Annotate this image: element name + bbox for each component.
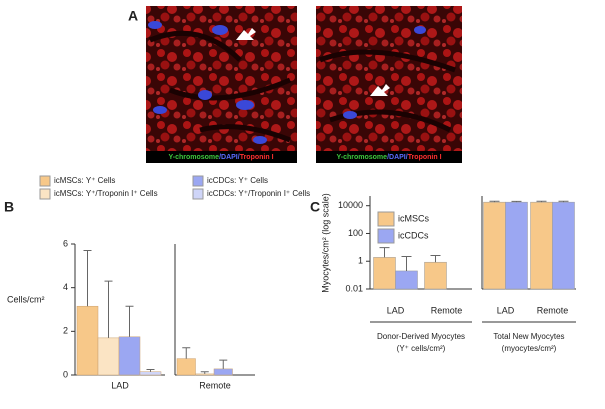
legend-label: icMSCs: Y⁺/Troponin I⁺ Cells: [54, 189, 158, 198]
legend-swatch: [39, 188, 51, 200]
error-bar: [489, 200, 500, 203]
y-axis-label: Cells/cm²: [7, 294, 45, 304]
arrow: [236, 28, 256, 40]
x-tick-label: LAD: [387, 305, 405, 315]
bar: [424, 261, 447, 290]
bar: [176, 358, 196, 376]
bar: [213, 368, 233, 376]
image: [316, 6, 462, 163]
error-bar: [182, 347, 191, 359]
bar: [530, 201, 553, 290]
nucleus: [212, 25, 228, 35]
nucleus: [343, 111, 357, 119]
caption: Y-chromosome/DAPI/Troponin I: [168, 154, 273, 161]
y-tick-label: 4: [63, 282, 68, 292]
micrograph: [316, 6, 462, 163]
y-tick-label: 100: [348, 228, 363, 238]
error-bar: [430, 254, 441, 263]
error-bar: [146, 369, 155, 372]
legend-label: icMSCs: Y⁺ Cells: [54, 176, 115, 185]
error-bar: [511, 200, 522, 203]
error-bar: [379, 247, 390, 258]
arrow: [370, 84, 390, 96]
x-tick-label: LAD: [111, 380, 129, 390]
legend-swatch: [192, 175, 204, 187]
bar: [373, 257, 396, 290]
bar: [395, 270, 418, 290]
y-tick-label: 2: [63, 326, 68, 336]
error-bar: [200, 371, 209, 374]
y-tick-label: 0: [63, 369, 68, 379]
caption-bar: [146, 151, 297, 163]
caption-part: Troponin I: [408, 154, 442, 161]
x-tick-label: Remote: [199, 380, 231, 390]
caption: Y-chromosome/DAPI/Troponin I: [336, 154, 441, 161]
x-tick-label: Remote: [431, 305, 463, 315]
nucleus: [236, 100, 254, 110]
bar: [195, 373, 215, 376]
y-tick-label: 0.01: [345, 283, 363, 293]
panel-label: B: [4, 199, 14, 215]
nucleus: [253, 136, 267, 144]
legend-swatch: [377, 228, 395, 244]
legend-swatch: [377, 211, 395, 227]
error-bar: [401, 255, 412, 271]
x-tick-label: Remote: [537, 305, 569, 315]
caption-bar: [316, 151, 462, 163]
legend-label: icCDCs: Y⁺/Troponin I⁺ Cells: [207, 189, 310, 198]
caption-part: /DAPI/: [387, 154, 408, 161]
bar: [139, 371, 162, 376]
nucleus: [153, 106, 167, 114]
bar: [97, 337, 120, 376]
cell-border: [149, 30, 291, 143]
group-title: Donor-Derived Myocytes: [377, 332, 465, 341]
y-tick-label: 6: [63, 238, 68, 248]
micrograph: [146, 6, 297, 163]
error-bar: [125, 305, 134, 337]
legend-label: icCDCs: [398, 230, 429, 240]
panel-label: A: [128, 8, 138, 24]
bar: [483, 201, 506, 290]
legend-label: icMSCs: [398, 213, 429, 223]
y-axis-label: Myocytes/cm² (log scale): [320, 193, 330, 293]
error-bar: [219, 359, 228, 369]
panel-label: C: [310, 199, 320, 215]
legend-swatch: [192, 188, 204, 200]
nucleus: [414, 26, 426, 34]
caption-part: /DAPI/: [219, 154, 240, 161]
y-tick-label: 10000: [338, 200, 363, 210]
error-bar: [83, 250, 92, 307]
error-bar: [558, 200, 569, 203]
nucleus: [148, 21, 162, 29]
caption-part: Troponin I: [240, 154, 274, 161]
legend-swatch: [39, 175, 51, 187]
group-title: Total New Myocytes: [493, 332, 564, 341]
bar: [552, 201, 575, 290]
group-title: (myocytes/cm²): [502, 344, 557, 353]
caption-part: Y-chromosome: [168, 154, 219, 161]
bar: [505, 201, 528, 290]
cell-border: [319, 49, 456, 133]
error-bar: [536, 200, 547, 203]
caption-part: Y-chromosome: [336, 154, 387, 161]
error-bar: [104, 280, 113, 338]
bar: [118, 336, 141, 376]
y-tick-label: 1: [358, 256, 363, 266]
legend-label: icCDCs: Y⁺ Cells: [207, 176, 268, 185]
x-tick-label: LAD: [497, 305, 515, 315]
group-title: (Y⁺ cells/cm²): [397, 344, 446, 353]
bar: [76, 305, 99, 376]
nucleus: [198, 90, 212, 100]
